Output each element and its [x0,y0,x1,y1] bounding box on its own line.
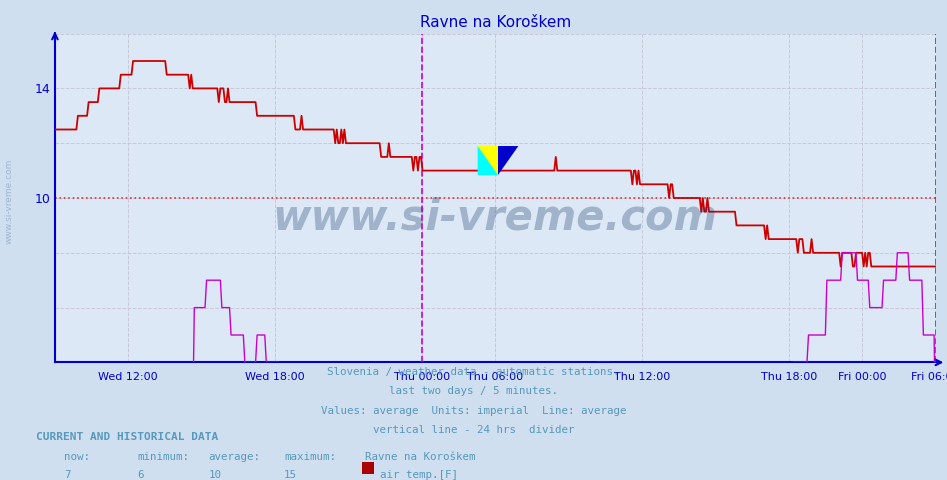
Text: maximum:: maximum: [284,452,336,462]
Bar [477,146,498,175]
Text: minimum:: minimum: [137,452,189,462]
Text: 6: 6 [137,470,144,480]
Text: www.si-vreme.com: www.si-vreme.com [5,159,14,244]
Text: www.si-vreme.com: www.si-vreme.com [273,197,718,239]
FancyBboxPatch shape [477,146,498,175]
Title: Ravne na Koroškem: Ravne na Koroškem [420,15,571,30]
Text: 7: 7 [64,470,71,480]
Text: now:: now: [64,452,90,462]
Text: CURRENT AND HISTORICAL DATA: CURRENT AND HISTORICAL DATA [36,432,218,442]
Text: 10: 10 [208,470,222,480]
Polygon shape [498,146,518,175]
Text: Slovenia / weather data - automatic stations.: Slovenia / weather data - automatic stat… [328,367,619,377]
Text: average:: average: [208,452,260,462]
Text: air temp.[F]: air temp.[F] [380,470,457,480]
Text: vertical line - 24 hrs  divider: vertical line - 24 hrs divider [373,425,574,435]
Text: Values: average  Units: imperial  Line: average: Values: average Units: imperial Line: av… [321,406,626,416]
Text: Ravne na Koroškem: Ravne na Koroškem [365,452,475,462]
Polygon shape [477,146,498,175]
Text: 15: 15 [284,470,297,480]
Text: last two days / 5 minutes.: last two days / 5 minutes. [389,386,558,396]
